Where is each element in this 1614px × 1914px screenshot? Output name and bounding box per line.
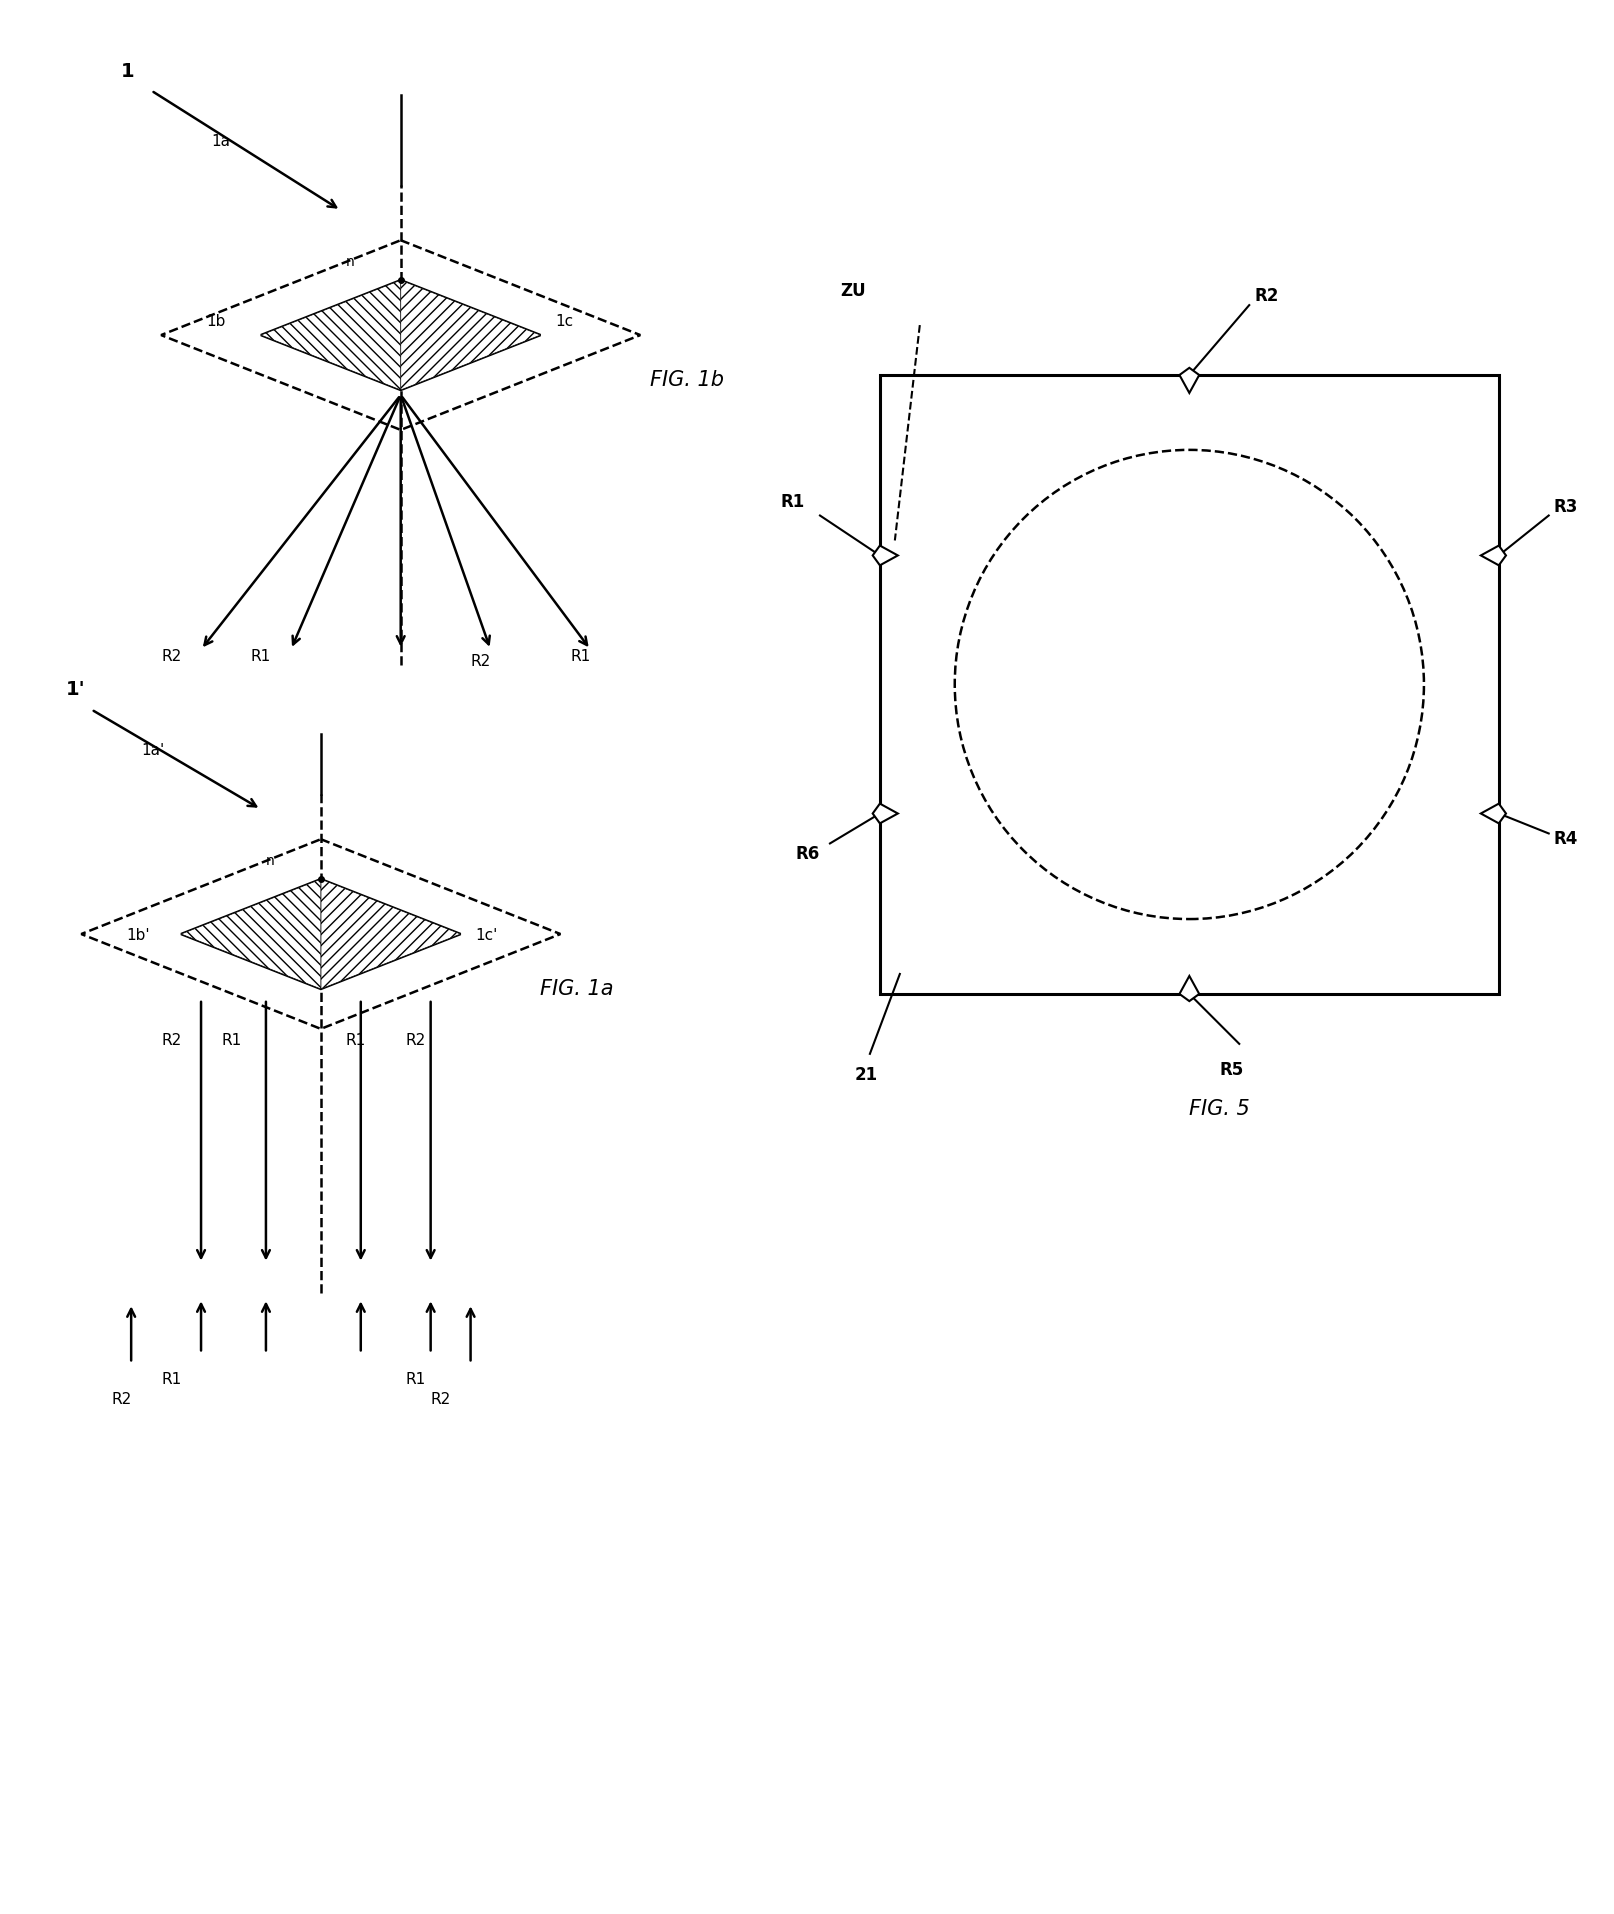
Polygon shape (872, 545, 897, 567)
Polygon shape (321, 880, 460, 990)
Text: FIG. 5: FIG. 5 (1188, 1099, 1249, 1118)
Text: R2: R2 (161, 649, 181, 662)
Text: R2: R2 (470, 653, 491, 668)
Text: R1: R1 (161, 1372, 181, 1386)
Text: R1: R1 (570, 649, 591, 662)
Text: R2: R2 (1254, 287, 1278, 304)
Polygon shape (1480, 804, 1506, 823)
Text: R2: R2 (431, 1391, 450, 1407)
Polygon shape (400, 281, 541, 390)
Text: 1c: 1c (555, 314, 573, 329)
Polygon shape (1178, 369, 1199, 394)
Polygon shape (181, 880, 321, 990)
Bar (880, 375, 1498, 995)
Text: 1b: 1b (207, 314, 226, 329)
Text: 1a': 1a' (140, 743, 165, 758)
Polygon shape (872, 804, 897, 823)
Text: 1a: 1a (211, 134, 229, 149)
Text: R4: R4 (1553, 831, 1577, 848)
Text: n: n (345, 255, 355, 270)
Polygon shape (1178, 976, 1199, 1001)
Polygon shape (261, 281, 400, 390)
Text: FIG. 1a: FIG. 1a (541, 978, 613, 999)
Text: R2: R2 (111, 1391, 131, 1407)
Text: R2: R2 (161, 1032, 181, 1047)
Text: R1: R1 (405, 1372, 426, 1386)
Text: 1c': 1c' (475, 928, 497, 942)
Text: R6: R6 (794, 844, 818, 863)
Text: n: n (266, 854, 274, 867)
Text: 1': 1' (66, 679, 86, 699)
Text: 1b': 1b' (126, 928, 150, 942)
Text: R5: R5 (1219, 1060, 1243, 1078)
Polygon shape (1480, 545, 1506, 567)
Text: R1: R1 (345, 1032, 366, 1047)
Text: R2: R2 (405, 1032, 426, 1047)
Text: R3: R3 (1553, 498, 1577, 515)
Polygon shape (181, 880, 460, 990)
Text: FIG. 1b: FIG. 1b (650, 369, 723, 390)
Text: ZU: ZU (839, 281, 865, 300)
Text: R1: R1 (780, 492, 804, 511)
Text: 1: 1 (121, 61, 134, 80)
Text: R1: R1 (221, 1032, 240, 1047)
Text: 21: 21 (854, 1066, 878, 1083)
Polygon shape (261, 281, 541, 390)
Text: R1: R1 (250, 649, 271, 662)
